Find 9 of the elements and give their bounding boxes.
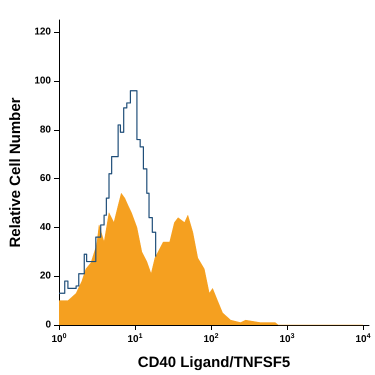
y-tick-label: 40: [40, 222, 52, 233]
y-tick-label: 0: [45, 320, 52, 330]
y-tick-label: 100: [34, 76, 52, 86]
y-tick-label: 120: [34, 26, 52, 38]
y-axis-title: Relative Cell Number: [7, 97, 24, 248]
y-tick-label: 20: [40, 270, 52, 282]
y-tick-label: 60: [40, 173, 52, 184]
y-tick-label: 80: [40, 124, 52, 136]
x-axis-title: CD40 Ligand/TNFSF5: [138, 354, 290, 371]
